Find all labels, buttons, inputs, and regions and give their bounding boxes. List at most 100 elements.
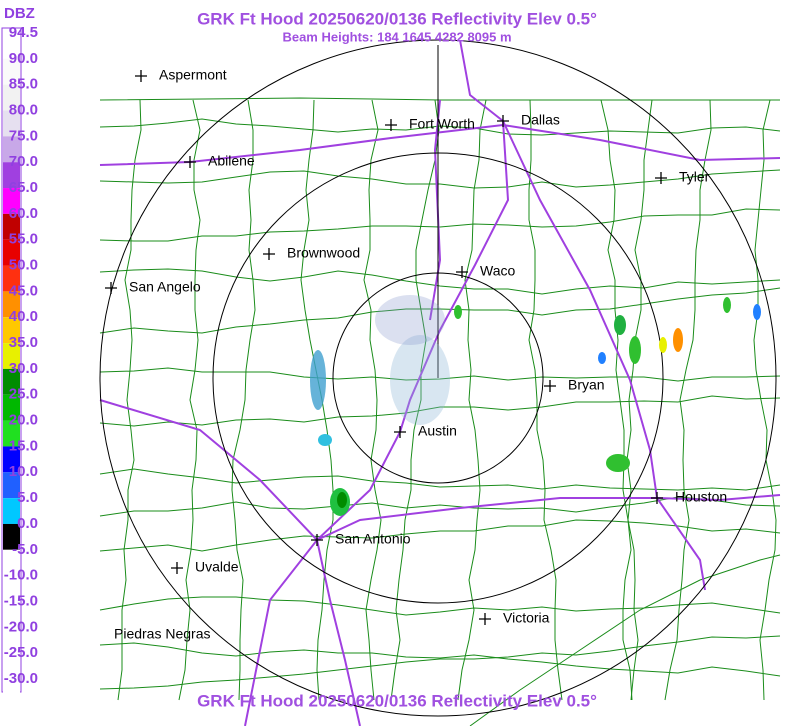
legend-swatch <box>3 653 20 679</box>
legend-label: 10.0 <box>9 463 38 480</box>
city-label: San Angelo <box>129 279 201 295</box>
legend-unit: DBZ <box>4 5 35 22</box>
echo <box>454 305 462 319</box>
subtitle: Beam Heights: 184 1645 4282 8095 m <box>282 29 511 44</box>
city-marker <box>497 115 509 127</box>
city-marker <box>171 562 183 574</box>
legend-label: 15.0 <box>9 437 38 454</box>
highway <box>244 39 510 726</box>
color-scale: DBZ 94.5 90.0 85.0 80.0 75.0 70.0 65.0 60.0 55.0… <box>1 5 38 705</box>
legend-label: -20.0 <box>4 618 38 635</box>
legend-swatch <box>3 58 20 85</box>
county-line <box>117 99 142 701</box>
legend-swatch <box>3 110 20 137</box>
legend-swatch <box>3 317 20 344</box>
legend-swatch <box>3 446 20 473</box>
legend-label: 20.0 <box>9 412 38 429</box>
highway <box>502 120 658 499</box>
coastline <box>469 554 781 726</box>
title: GRK Ft Hood 20250620/0136 Reflectivity E… <box>197 9 597 28</box>
echo <box>723 297 731 313</box>
range-ring <box>99 39 777 717</box>
legend-swatch <box>3 549 20 576</box>
city-label: Aspermont <box>159 67 227 83</box>
legend-label: 35.0 <box>9 334 38 351</box>
city-label: Waco <box>480 263 515 279</box>
city-label: Bryan <box>568 377 605 393</box>
legend-swatch <box>3 575 20 602</box>
legend-label: 50.0 <box>9 257 38 274</box>
city-marker <box>479 613 491 625</box>
legend-swatch <box>3 679 20 705</box>
county-line <box>99 395 781 427</box>
legend-label: -30.0 <box>4 670 38 687</box>
legend-swatch <box>3 239 20 266</box>
legend-swatch <box>3 188 20 214</box>
county-line <box>528 99 563 701</box>
county-line <box>99 468 781 491</box>
county-line <box>664 99 712 701</box>
city-marker <box>184 156 196 168</box>
echo <box>337 492 347 508</box>
echo <box>629 336 641 364</box>
city-marker <box>105 282 117 294</box>
city-label: Victoria <box>503 610 550 626</box>
legend-label: -10.0 <box>4 567 38 584</box>
legend-label: 90.0 <box>9 50 38 67</box>
legend-swatch <box>3 498 20 524</box>
city-label: Dallas <box>521 112 560 128</box>
city-label: San Antonio <box>335 531 411 547</box>
city-label: Uvalde <box>195 559 239 575</box>
echo <box>614 315 626 335</box>
city-label: Houston <box>675 489 727 505</box>
footer-title: GRK Ft Hood 20250620/0136 Reflectivity E… <box>197 691 597 710</box>
legend-swatch <box>3 601 20 628</box>
legend-swatch <box>3 420 20 447</box>
legend-label: 25.0 <box>9 386 38 403</box>
legend-swatch <box>3 162 20 189</box>
county-line <box>600 99 633 701</box>
echo <box>673 328 683 352</box>
city-label: Piedras Negras <box>114 626 211 642</box>
county-line <box>363 99 382 701</box>
legend-swatch <box>3 136 20 163</box>
legend-swatch <box>3 523 20 550</box>
city-marker <box>263 248 275 260</box>
legend-label: 45.0 <box>9 282 38 299</box>
legend-swatch <box>3 33 20 59</box>
city-label: Tyler <box>679 169 710 185</box>
legend-label: 70.0 <box>9 153 38 170</box>
legend-label: 85.0 <box>9 76 38 93</box>
echo <box>318 434 332 446</box>
county-line <box>99 642 781 677</box>
legend-label: 40.0 <box>9 308 38 325</box>
legend-swatch <box>3 394 20 421</box>
city-label: Abilene <box>208 153 255 169</box>
legend-swatch <box>3 84 20 111</box>
county-line <box>390 99 440 701</box>
legend-label: 80.0 <box>9 101 38 118</box>
county-line <box>99 596 781 616</box>
highway <box>99 123 781 166</box>
legend-label: 55.0 <box>9 231 38 248</box>
county-line <box>99 208 781 242</box>
city-label: Fort Worth <box>409 116 475 132</box>
county-line <box>99 169 781 189</box>
highway <box>656 497 706 591</box>
county-line <box>626 99 653 701</box>
legend-label: 5.0 <box>17 489 38 506</box>
legend-label: -5.0 <box>12 541 38 558</box>
county-line <box>99 118 781 136</box>
cities: Aspermont Fort Worth Dallas Abilene Tyler Bro… <box>105 67 727 642</box>
echo <box>659 337 667 353</box>
city-marker <box>655 172 667 184</box>
legend-swatch <box>3 627 20 654</box>
city-marker <box>544 380 556 392</box>
legend-label: 30.0 <box>9 360 38 377</box>
highway <box>316 494 781 541</box>
county-line <box>457 99 487 701</box>
city-marker <box>385 119 397 131</box>
echo <box>310 350 326 410</box>
legend-label: -25.0 <box>4 644 38 661</box>
